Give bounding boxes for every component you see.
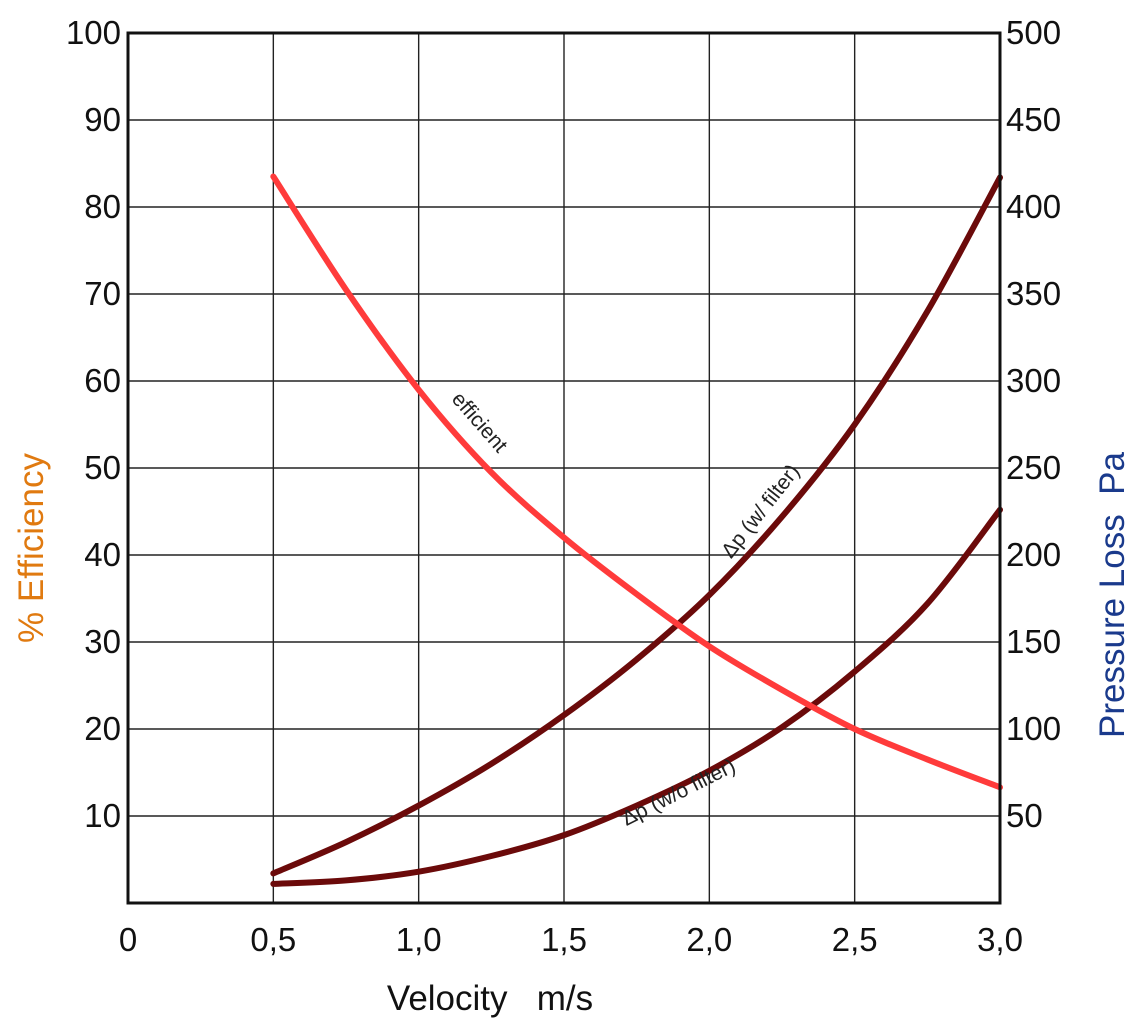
pressure-without-filter-curve-label: Δp (w/o filter) <box>618 754 739 830</box>
y-left-tick-label: 40 <box>84 536 121 573</box>
efficiency-line <box>270 173 1003 791</box>
y-left-tick-label: 60 <box>84 362 121 399</box>
y-left-tick-label: 20 <box>84 710 121 747</box>
y-right-tick-label: 350 <box>1006 275 1061 312</box>
curves <box>270 173 1003 887</box>
y-left-tick-label: 70 <box>84 275 121 312</box>
plot-frame <box>126 31 1002 905</box>
x-tick-label: 1,5 <box>541 921 587 958</box>
pressure-with-filter-curve-label: Δp (w/ filter) <box>717 460 804 562</box>
x-tick-labels: 0 0,5 1,0 1,5 2,0 2,5 3,0 <box>119 921 1023 958</box>
y-left-tick-label: 10 <box>84 797 121 834</box>
y-right-tick-label: 250 <box>1006 449 1061 486</box>
plot-border <box>126 31 1002 905</box>
y-left-tick-label: 90 <box>84 101 121 138</box>
curve-labels: efficient Δp (w/ filter) Δp (w/o filter) <box>447 388 804 831</box>
y-right-axis-title: Pressure Loss Pa <box>1093 451 1132 737</box>
x-tick-label: 2,0 <box>686 921 732 958</box>
y-left-axis-title: % Efficiency <box>12 453 51 643</box>
efficiency-curve-label: efficient <box>447 388 512 457</box>
x-tick-label: 2,5 <box>832 921 878 958</box>
y-right-tick-label: 50 <box>1006 797 1043 834</box>
pressure-loss-with-filter-line <box>270 174 1003 877</box>
x-tick-label: 3,0 <box>977 921 1023 958</box>
y-right-tick-label: 100 <box>1006 710 1061 747</box>
y-right-tick-label: 450 <box>1006 101 1061 138</box>
x-tick-label: 1,0 <box>396 921 442 958</box>
y-right-tick-label: 500 <box>1006 14 1061 51</box>
x-tick-label: 0,5 <box>250 921 296 958</box>
y-left-tick-label: 50 <box>84 449 121 486</box>
y-left-tick-label: 30 <box>84 623 121 660</box>
x-tick-label: 0 <box>119 921 137 958</box>
grid <box>128 33 1000 903</box>
y-left-tick-label: 100 <box>66 14 121 51</box>
y-left-tick-label: 80 <box>84 188 121 225</box>
y-right-tick-label: 400 <box>1006 188 1061 225</box>
y-right-tick-label: 200 <box>1006 536 1061 573</box>
y-right-tick-labels: 50 100 150 200 250 300 350 400 450 500 <box>1006 14 1061 834</box>
pressure-loss-without-filter-line <box>270 506 1003 887</box>
y-left-tick-labels: 10 20 30 40 50 60 70 80 90 100 <box>66 14 121 834</box>
y-right-tick-label: 150 <box>1006 623 1061 660</box>
y-right-tick-label: 300 <box>1006 362 1061 399</box>
x-axis-title: Velocity m/s <box>387 979 593 1018</box>
